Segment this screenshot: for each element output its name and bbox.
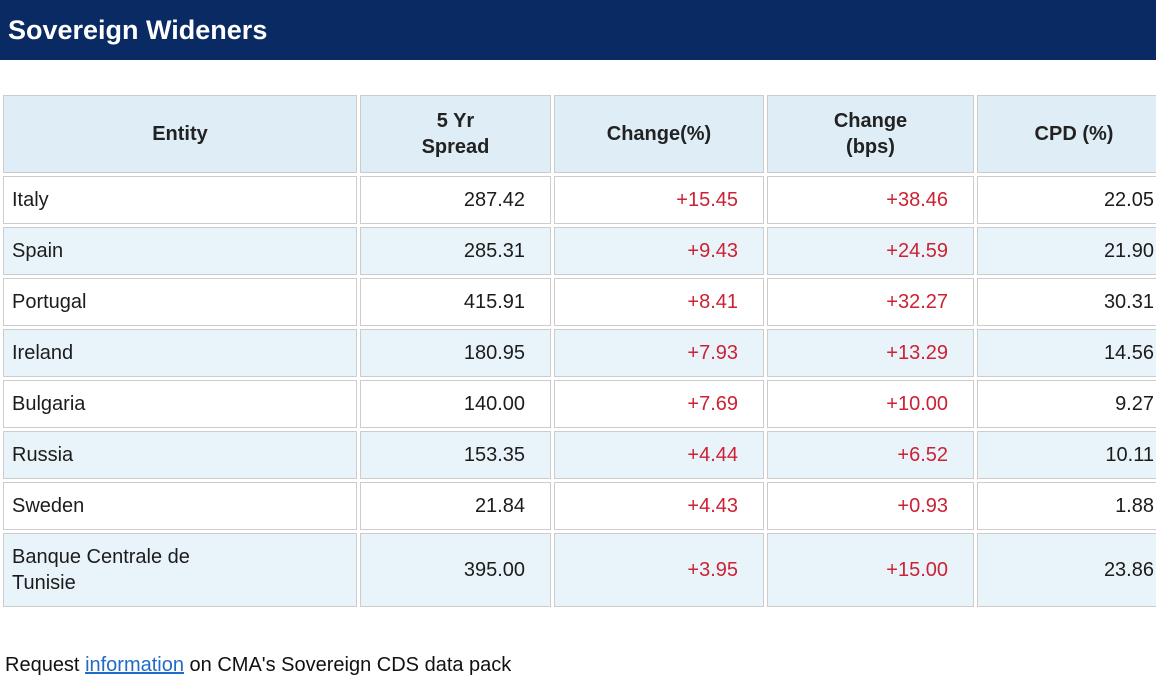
request-text-prefix: Request bbox=[5, 654, 86, 676]
header-row: Entity 5 Yr Spread Change(%) Change (bps… bbox=[3, 95, 1156, 173]
change-pct-cell: +7.69 bbox=[554, 380, 764, 428]
spread-cell: 140.00 bbox=[360, 380, 551, 428]
table-header: Entity 5 Yr Spread Change(%) Change (bps… bbox=[3, 95, 1156, 173]
cpd-cell: 1.88 bbox=[977, 482, 1156, 530]
table-body: Italy 287.42 +15.45 +38.46 22.05 Spain 2… bbox=[3, 176, 1156, 607]
entity-cell: Russia bbox=[3, 431, 357, 479]
title-bar: Sovereign Wideners bbox=[0, 0, 1156, 60]
change-bps-cell: +13.29 bbox=[767, 329, 974, 377]
spread-cell: 21.84 bbox=[360, 482, 551, 530]
entity-cell: Italy bbox=[3, 176, 357, 224]
column-header-cpd: CPD (%) bbox=[977, 95, 1156, 173]
change-pct-cell: +3.95 bbox=[554, 533, 764, 607]
change-pct-cell: +8.41 bbox=[554, 278, 764, 326]
change-bps-cell: +32.27 bbox=[767, 278, 974, 326]
spread-cell: 180.95 bbox=[360, 329, 551, 377]
column-header-change-bps: Change (bps) bbox=[767, 95, 974, 173]
change-pct-cell: +15.45 bbox=[554, 176, 764, 224]
change-bps-cell: +38.46 bbox=[767, 176, 974, 224]
column-header-entity: Entity bbox=[3, 95, 357, 173]
entity-cell: Spain bbox=[3, 227, 357, 275]
spread-cell: 415.91 bbox=[360, 278, 551, 326]
spread-cell: 285.31 bbox=[360, 227, 551, 275]
table-row: Bulgaria 140.00 +7.69 +10.00 9.27 bbox=[3, 380, 1156, 428]
change-pct-cell: +4.43 bbox=[554, 482, 764, 530]
cpd-cell: 14.56 bbox=[977, 329, 1156, 377]
table-row: Banque Centrale de Tunisie 395.00 +3.95 … bbox=[3, 533, 1156, 607]
entity-cell: Bulgaria bbox=[3, 380, 357, 428]
change-bps-cell: +15.00 bbox=[767, 533, 974, 607]
table-row: Sweden 21.84 +4.43 +0.93 1.88 bbox=[3, 482, 1156, 530]
request-text-suffix: on CMA's Sovereign CDS data pack bbox=[184, 654, 512, 676]
request-info-note: Request information on CMA's Sovereign C… bbox=[5, 654, 1156, 677]
table-row: Spain 285.31 +9.43 +24.59 21.90 bbox=[3, 227, 1156, 275]
spread-cell: 287.42 bbox=[360, 176, 551, 224]
entity-cell: Ireland bbox=[3, 329, 357, 377]
cpd-cell: 22.05 bbox=[977, 176, 1156, 224]
sovereign-wideners-table: Entity 5 Yr Spread Change(%) Change (bps… bbox=[0, 92, 1156, 610]
spread-cell: 153.35 bbox=[360, 431, 551, 479]
cpd-cell: 9.27 bbox=[977, 380, 1156, 428]
column-header-change-pct: Change(%) bbox=[554, 95, 764, 173]
page-title: Sovereign Wideners bbox=[8, 14, 268, 45]
change-pct-cell: +4.44 bbox=[554, 431, 764, 479]
change-bps-cell: +10.00 bbox=[767, 380, 974, 428]
cpd-cell: 30.31 bbox=[977, 278, 1156, 326]
change-pct-cell: +9.43 bbox=[554, 227, 764, 275]
change-bps-cell: +0.93 bbox=[767, 482, 974, 530]
change-pct-cell: +7.93 bbox=[554, 329, 764, 377]
table-row: Italy 287.42 +15.45 +38.46 22.05 bbox=[3, 176, 1156, 224]
entity-cell: Banque Centrale de Tunisie bbox=[3, 533, 357, 607]
information-link[interactable]: information bbox=[85, 654, 184, 676]
change-bps-cell: +24.59 bbox=[767, 227, 974, 275]
spread-cell: 395.00 bbox=[360, 533, 551, 607]
column-header-5yr-spread: 5 Yr Spread bbox=[360, 95, 551, 173]
entity-cell: Portugal bbox=[3, 278, 357, 326]
table-row: Ireland 180.95 +7.93 +13.29 14.56 bbox=[3, 329, 1156, 377]
table-row: Russia 153.35 +4.44 +6.52 10.11 bbox=[3, 431, 1156, 479]
table-row: Portugal 415.91 +8.41 +32.27 30.31 bbox=[3, 278, 1156, 326]
cpd-cell: 10.11 bbox=[977, 431, 1156, 479]
cpd-cell: 21.90 bbox=[977, 227, 1156, 275]
entity-cell: Sweden bbox=[3, 482, 357, 530]
change-bps-cell: +6.52 bbox=[767, 431, 974, 479]
cpd-cell: 23.86 bbox=[977, 533, 1156, 607]
